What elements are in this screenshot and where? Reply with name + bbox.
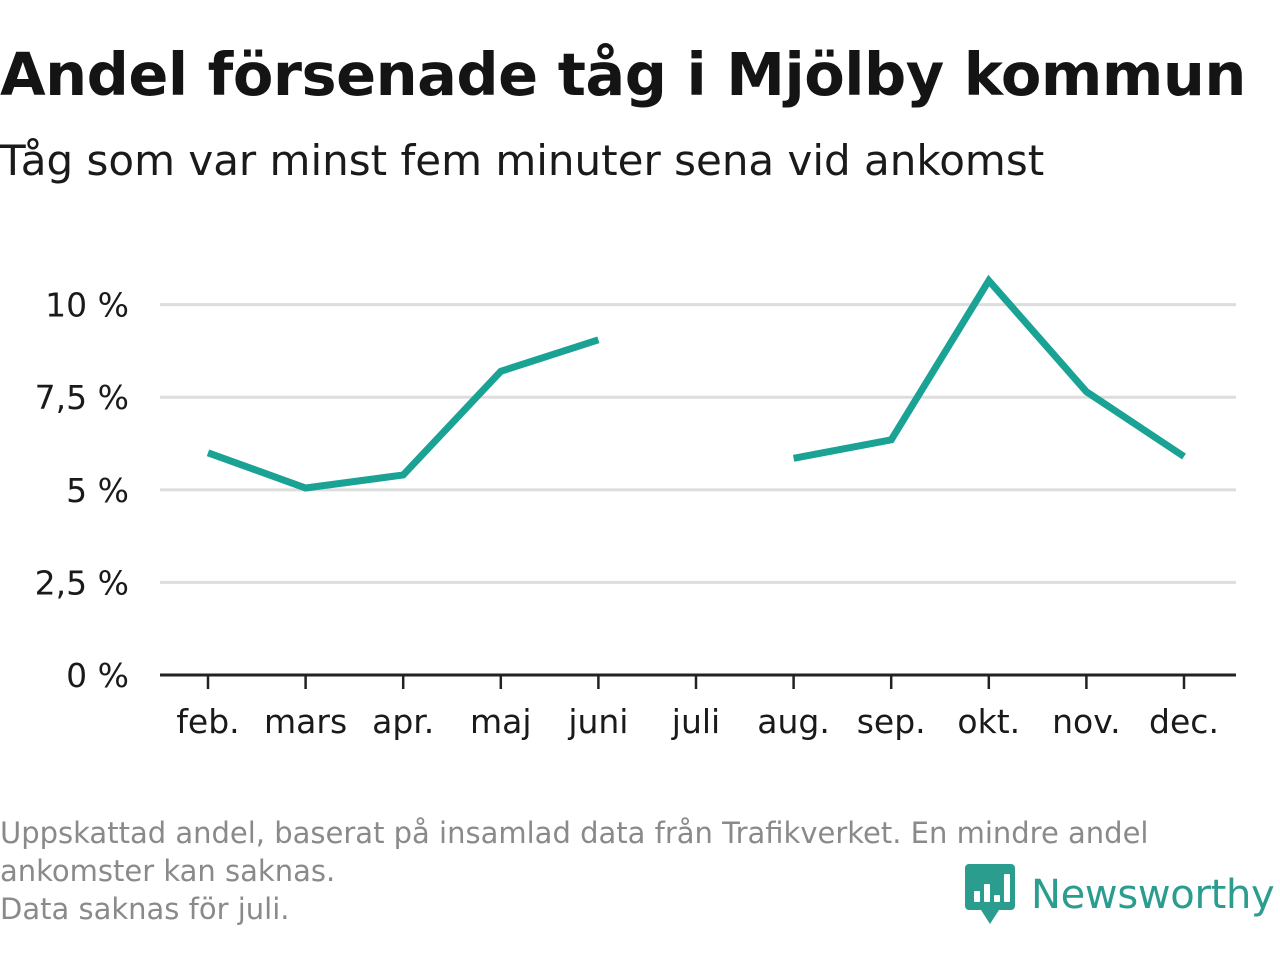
x-tick-label: apr. [372,702,434,741]
series-lines [206,274,1186,492]
x-tick-label: feb. [176,702,239,741]
y-tick-label: 5 % [66,471,129,510]
line-chart: 0 % 2,5 % 5 % 7,5 % 10 % feb. mars apr. maj juni… [35,274,1236,741]
gridlines [160,303,1236,584]
footnote-line-1: Uppskattad andel, baserat på insamlad da… [0,816,1149,850]
x-tick-label: maj [470,702,532,741]
newsworthy-logo: Newsworthy [965,864,1275,926]
y-axis-ticks: 0 % 2,5 % 5 % 7,5 % 10 % [35,286,129,695]
x-tick-label: juni [567,702,628,741]
series-line-segment [206,336,600,492]
chart-title: Andel försenade tåg i Mjölby kommun [0,40,1246,109]
x-tick-label: dec. [1149,702,1219,741]
y-tick-label: 2,5 % [35,563,129,602]
series-line-segment [792,274,1186,462]
brand-name: Newsworthy [1031,872,1275,918]
chart-subtitle: Tåg som var minst fem minuter sena vid a… [0,136,1045,185]
y-tick-label: 10 % [45,286,129,325]
y-tick-label: 7,5 % [35,378,129,417]
y-tick-label: 0 % [66,656,129,695]
x-tick-label: aug. [757,702,830,741]
x-axis-ticks: feb. mars apr. maj juni juli aug. sep. okt. nov. d… [176,675,1219,741]
bar-chart-bubble-icon [965,864,1015,924]
x-tick-label: okt. [957,702,1020,741]
x-tick-label: nov. [1052,702,1121,741]
footnote-line-2: ankomster kan saknas. [0,854,336,888]
x-tick-label: mars [264,702,347,741]
footnote: Uppskattad andel, baserat på insamlad da… [0,814,1270,928]
x-tick-label: juli [671,702,720,741]
footnote-line-3: Data saknas för juli. [0,892,290,926]
x-tick-label: sep. [857,702,926,741]
